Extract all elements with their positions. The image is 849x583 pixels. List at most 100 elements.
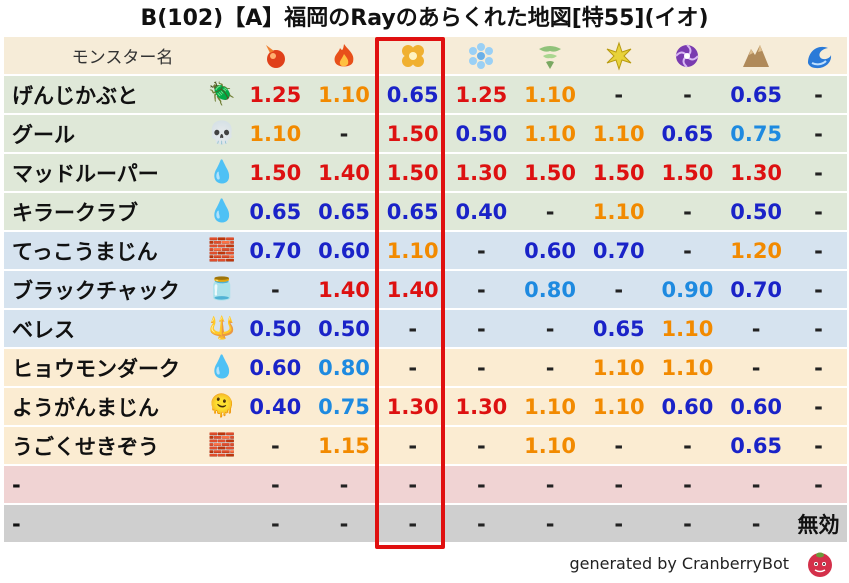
table-cell: - <box>721 505 791 542</box>
table-cell: - <box>721 310 791 347</box>
table-row-name: - <box>4 466 241 503</box>
table-cell: 1.30 <box>447 388 516 425</box>
header-element-5 <box>584 37 654 74</box>
header-element-6 <box>653 37 722 74</box>
table-row-name: グール 💀 <box>4 115 241 152</box>
table-cell: - <box>515 505 585 542</box>
table-cell: - <box>515 349 585 386</box>
monster-name: マッドルーパー <box>12 161 159 186</box>
table-cell: 0.90 <box>653 271 722 308</box>
monster-name: ヒョウモンダーク <box>12 356 180 381</box>
table-cell: 0.65 <box>584 310 654 347</box>
brick-wall-icon: 🧱 <box>208 432 236 458</box>
table-cell: - <box>653 427 722 464</box>
water-wave-icon <box>807 46 831 68</box>
page-title: B(102)【A】福岡のRayのあらくれた地図[特55](イオ) <box>140 6 709 31</box>
table-cell: 0.70 <box>241 232 310 269</box>
table-cell: 1.25 <box>241 76 310 113</box>
table-cell: - <box>309 115 379 152</box>
table-cell: 1.10 <box>584 115 654 152</box>
table-cell: - <box>515 310 585 347</box>
table-cell: 1.10 <box>515 427 585 464</box>
table-cell: 1.10 <box>584 349 654 386</box>
table-cell: - <box>721 349 791 386</box>
table-row-name: ベレス 🔱 <box>4 310 241 347</box>
table-cell: 0.65 <box>378 76 448 113</box>
table-cell: - <box>790 349 847 386</box>
brick-wall-icon: 🧱 <box>208 237 236 263</box>
table-cell: 0.40 <box>241 388 310 425</box>
table-cell: 0.50 <box>241 310 310 347</box>
table-cell: 1.10 <box>515 388 585 425</box>
monster-name: うごくせきぞう <box>12 434 159 459</box>
header-element-1 <box>309 37 379 74</box>
lava-blob-icon: 🫠 <box>208 393 236 419</box>
table-cell: - <box>790 193 847 230</box>
table-cell: 0.75 <box>721 115 791 152</box>
slime-pot-icon: 🫙 <box>208 276 236 302</box>
table-cell: 0.65 <box>721 76 791 113</box>
table-cell: - <box>790 154 847 191</box>
beetle-icon: 🪲 <box>208 81 236 107</box>
jibaria-earth-icon <box>743 44 770 67</box>
water-drop-icon: 💧 <box>208 159 236 185</box>
table-row-name: ようがんまじん 🫠 <box>4 388 241 425</box>
table-cell: - <box>241 466 310 503</box>
table-cell: 0.70 <box>721 271 791 308</box>
table-cell: - <box>790 115 847 152</box>
water-drop-icon: 💧 <box>208 198 236 224</box>
table-cell: 1.40 <box>309 271 379 308</box>
table-cell: - <box>790 466 847 503</box>
table-cell: - <box>653 466 722 503</box>
demon-trident-icon: 🔱 <box>208 315 236 341</box>
monster-name: げんじかぶと <box>12 83 138 108</box>
table-cell: - <box>790 388 847 425</box>
table-cell: 1.50 <box>584 154 654 191</box>
monster-name: てっこうまじん <box>12 239 158 264</box>
table-cell: - <box>584 466 654 503</box>
table-cell: 0.75 <box>309 388 379 425</box>
table-cell: - <box>653 505 722 542</box>
monster-name: - <box>12 511 21 536</box>
monster-name: ようがんまじん <box>12 395 159 420</box>
table-cell: 1.10 <box>653 349 722 386</box>
table-cell: - <box>309 505 379 542</box>
header-element-8 <box>790 37 847 74</box>
table-cell: 0.80 <box>515 271 585 308</box>
table-cell: 1.20 <box>721 232 791 269</box>
water-drop-icon: 💧 <box>208 354 236 380</box>
table-cell: 0.50 <box>721 193 791 230</box>
resistance-table: モンスター名 げんじかぶと 🪲 1.25 1.10 0.65 1.25 1.10- -0.65-… <box>4 37 847 542</box>
table-cell: - <box>378 310 448 347</box>
footer-credit: generated by CranberryBot <box>569 554 789 573</box>
table-cell: 0.50 <box>447 115 516 152</box>
table-cell: 1.50 <box>241 154 310 191</box>
table-cell: 0.60 <box>309 232 379 269</box>
table-cell: - <box>584 76 654 113</box>
table-cell: - <box>653 232 722 269</box>
monster-name: キラークラブ <box>12 200 138 225</box>
table-cell: - <box>447 271 516 308</box>
table-cell: - <box>447 349 516 386</box>
table-cell: 1.10 <box>241 115 310 152</box>
table-cell: - <box>241 271 310 308</box>
table-cell: 1.25 <box>447 76 516 113</box>
cranberry-bot-icon <box>808 552 832 577</box>
table-cell: - <box>515 193 585 230</box>
hyado-ice-icon <box>469 42 494 69</box>
table-cell: 1.10 <box>584 388 654 425</box>
table-row-name: キラークラブ 💧 <box>4 193 241 230</box>
table-cell: - <box>515 466 585 503</box>
table-cell: 1.10 <box>309 76 379 113</box>
skull-icon: 💀 <box>208 120 236 146</box>
header-element-4 <box>515 37 585 74</box>
table-cell: - <box>241 427 310 464</box>
table-cell: - <box>584 505 654 542</box>
mera-fire-icon <box>266 44 286 68</box>
table-cell: 1.30 <box>721 154 791 191</box>
table-row-name: マッドルーパー 💧 <box>4 154 241 191</box>
table-cell: 0.60 <box>721 388 791 425</box>
table-cell: 0.65 <box>378 193 448 230</box>
table-cell: 1.10 <box>378 232 448 269</box>
table-cell: - <box>790 76 847 113</box>
